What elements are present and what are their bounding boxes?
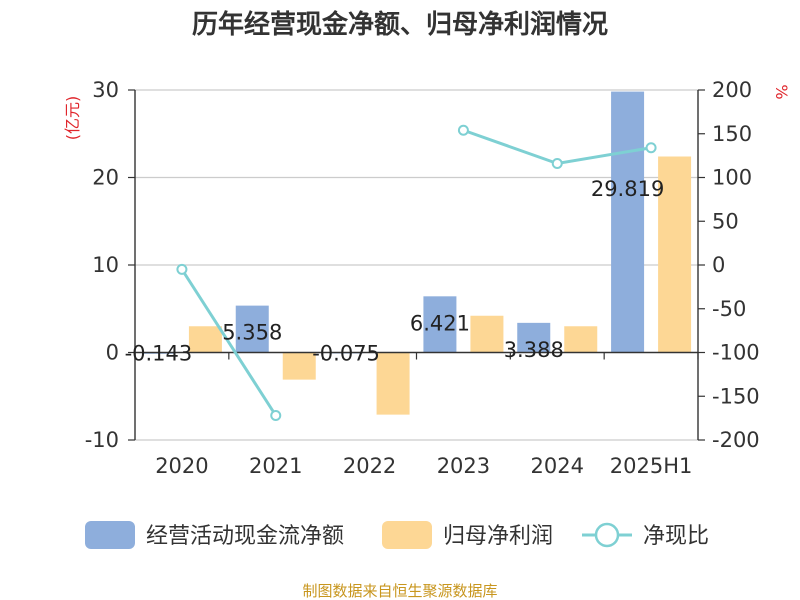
y-left-unit: (亿元) [63,96,82,141]
y-right-unit: % [772,84,791,99]
bar-value-label: 5.358 [222,321,282,345]
bar-value-label: 6.421 [410,311,470,335]
y-left-tick-label: 30 [92,78,119,102]
x-tick-label: 2024 [531,454,584,478]
legend-swatch [382,521,432,549]
y-right-tick-label: -200 [712,428,760,452]
legend-label: 归母净利润 [443,524,553,549]
legend: 经营活动现金流净额 归母净利润 净现比 [85,521,709,549]
legend-marker [594,522,620,548]
y-left-tick-label: -10 [85,428,119,452]
y-right-tick-label: 200 [712,78,752,102]
bar-value-label: -0.143 [125,342,193,366]
y-right-tick-label: -150 [712,384,760,408]
source-note: 制图数据来自恒生聚源数据库 [302,582,497,600]
x-tick-label: 2025H1 [610,454,693,478]
gridlines [135,89,698,441]
bar-netprofit [376,352,410,415]
ratio-point [176,263,188,275]
bar-cashflow [517,322,551,353]
bar-netprofit [282,352,316,380]
y-right-tick-label: 50 [712,209,739,233]
bar-netprofit [658,156,692,353]
legend-label: 净现比 [643,524,709,549]
y-right-tick-label: 150 [712,122,752,146]
bar-netprofit [564,326,598,353]
bar-value-label: 29.819 [591,177,664,201]
ratio-point [551,158,563,169]
bar-netprofit [188,326,222,353]
bar-cashflow [611,91,645,353]
ratio-line-segment [180,268,278,417]
bar-value-label: 3.388 [504,338,564,362]
bar-value-label: -0.075 [312,342,380,366]
y-left-tick-label: 10 [92,253,119,277]
chart-title: 历年经营现金净额、归母净利润情况 [192,9,608,40]
x-tick-label: 2022 [343,454,396,478]
bar-cashflow [235,305,269,353]
y-right-tick-label: 100 [712,166,752,190]
x-tick-label: 2023 [437,454,490,478]
y-right-tick-label: 0 [712,253,725,277]
ratio-point [270,410,282,421]
y-right-tick-label: -50 [712,297,746,321]
ratio-line [176,124,657,421]
legend-label: 经营活动现金流净额 [146,524,344,549]
data-labels: -0.143 5.358 -0.075 6.421 3.388 29.819 [125,177,665,366]
legend-swatch [85,521,135,549]
bar-netprofit [470,315,504,353]
y-right-tick-label: -100 [712,341,760,365]
ratio-point [457,124,469,136]
bars [141,91,692,415]
x-tick-label: 2021 [249,454,302,478]
bar-cashflow [423,296,457,353]
y-left-tick-label: 20 [92,166,119,190]
axes: -100102030-200-150-100-50050100150200(亿元… [63,78,791,478]
y-left-tick-label: 0 [106,341,119,365]
x-tick-label: 2020 [155,454,208,478]
ratio-point [645,142,657,154]
